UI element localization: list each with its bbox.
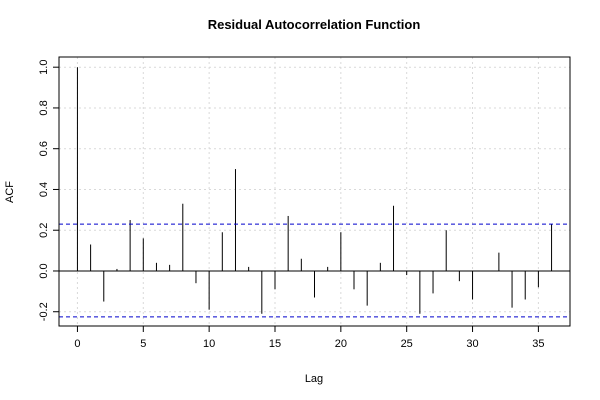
x-tick-label: 10 xyxy=(203,338,215,350)
x-axis-label: Lag xyxy=(305,373,323,385)
y-tick-label: 0.4 xyxy=(38,182,50,197)
plot-frame xyxy=(58,56,571,327)
x-tick-label: 20 xyxy=(335,338,347,350)
y-tick-label: 0.0 xyxy=(38,263,50,278)
x-tick-label: 15 xyxy=(269,338,281,350)
chart-title: Residual Autocorrelation Function xyxy=(208,17,421,32)
y-tick-label: 0.8 xyxy=(38,100,50,115)
y-tick-label: 0.6 xyxy=(38,141,50,156)
axes: 0 5 10 15 20 25 30 35 -0.2 0.0 0.2 0.4 0.6 0.8 1.0 xyxy=(38,56,571,350)
y-tick-label: 1.0 xyxy=(38,60,50,75)
y-tick-label: -0.2 xyxy=(38,302,50,321)
acf-bars xyxy=(59,67,570,314)
x-tick-label: 30 xyxy=(466,338,478,350)
x-tick-label: 0 xyxy=(74,338,80,350)
x-tick-label: 5 xyxy=(140,338,146,350)
x-tick-label: 35 xyxy=(532,338,544,350)
x-tick-label: 25 xyxy=(401,338,413,350)
y-axis-label: ACF xyxy=(4,181,16,203)
confidence-bounds xyxy=(59,223,570,318)
y-tick-label: 0.2 xyxy=(38,223,50,238)
